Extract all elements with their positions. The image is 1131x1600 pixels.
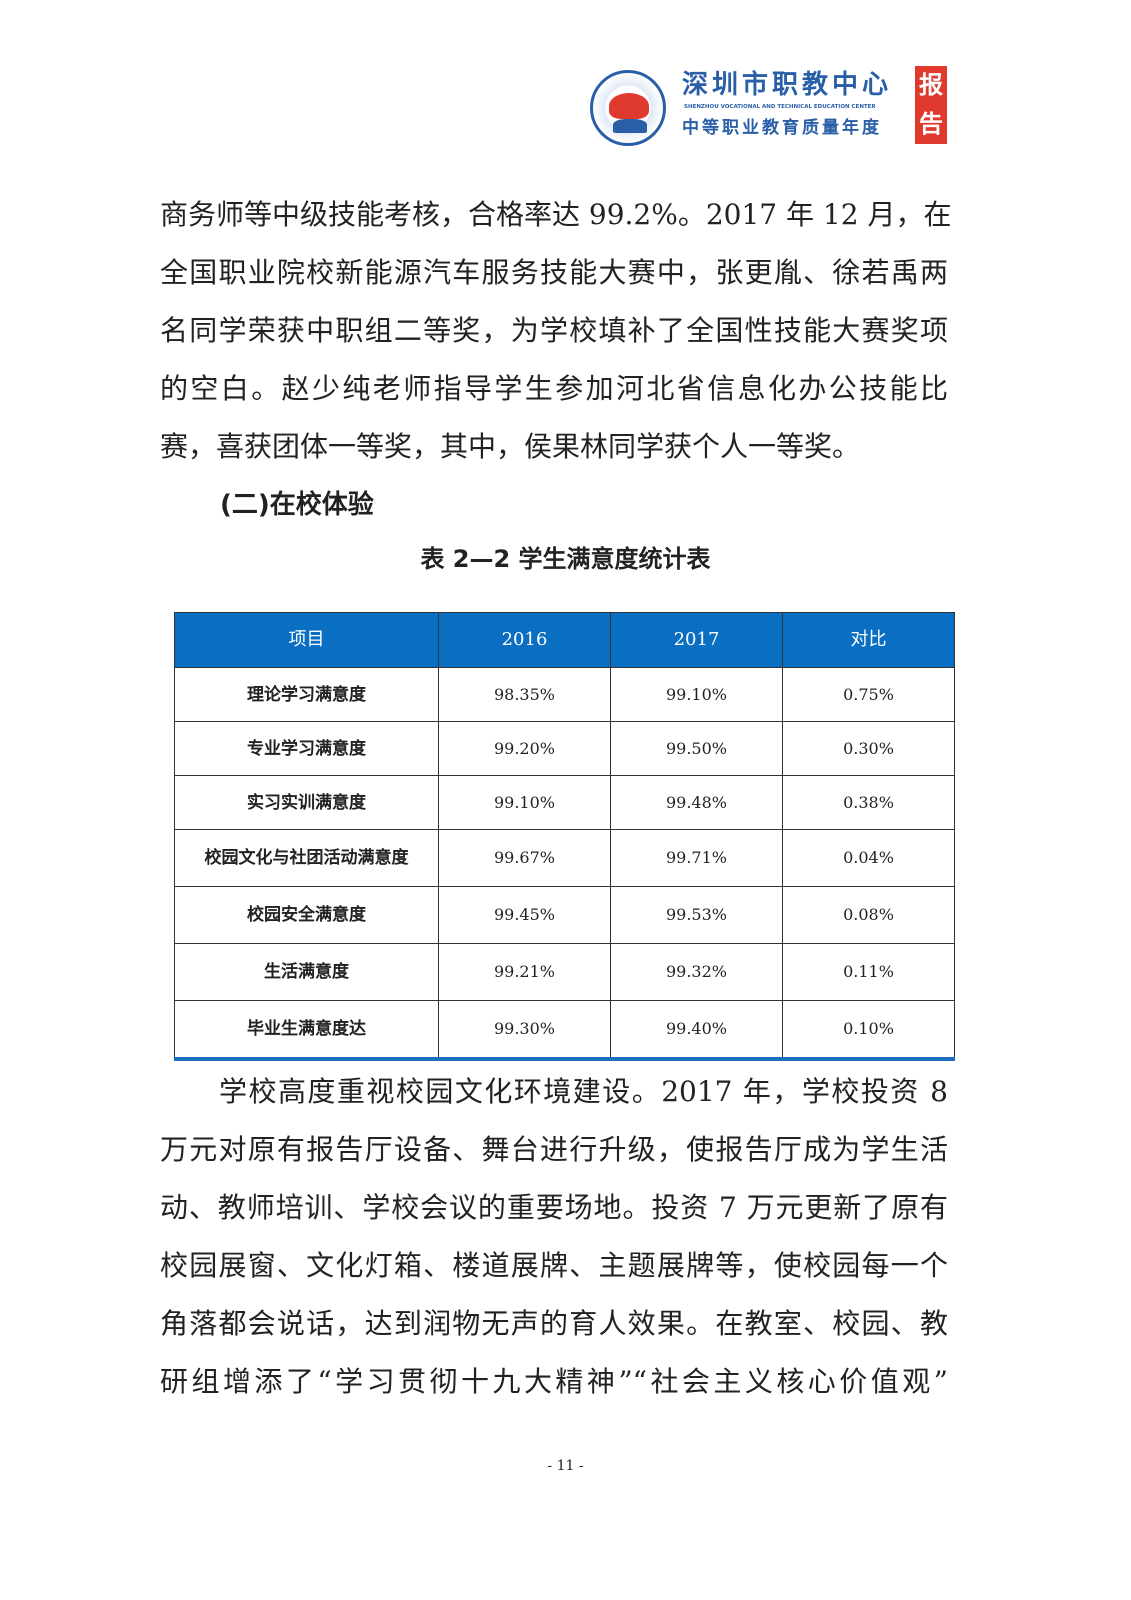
value-cell: 99.48% [610,775,783,830]
table-caption: 表 2—2 学生满意度统计表 [420,545,711,573]
text-line: 万元对原有报告厅设备、舞台进行升级，使报告厅成为学生活 [160,1133,948,1166]
text-line: 全国职业院校新能源汽车服务技能大赛中，张更胤、徐若禹两 [160,256,948,289]
value-cell: 99.67% [438,829,611,887]
column-header: 2016 [438,612,611,668]
table-row: 实习实训满意度 99.10% 99.48% 0.38% [174,775,955,830]
table-row: 生活满意度 99.21% 99.32% 0.11% [174,943,955,1001]
value-cell: 99.40% [610,1000,783,1060]
text-line: 动、教师培训、学校会议的重要场地。投资 7 万元更新了原有 [160,1191,948,1224]
value-cell: 0.10% [782,1000,955,1060]
text-line: 研组增添了“学习贯彻十九大精神”“社会主义核心价值观” [160,1365,948,1398]
section-heading: (二)在校体验 [220,490,374,520]
value-cell: 99.50% [610,721,783,776]
value-cell: 0.08% [782,886,955,944]
text-line: 商务师等中级技能考核，合格率达 99.2%。2017 年 12 月，在 [160,198,952,231]
text-line: 校园展窗、文化灯箱、楼道展牌、主题展牌等，使校园每一个 [160,1249,948,1282]
table-row: 专业学习满意度 99.20% 99.50% 0.30% [174,721,955,776]
value-cell: 0.30% [782,721,955,776]
value-cell: 99.71% [610,829,783,887]
value-cell: 99.30% [438,1000,611,1060]
text-line: 的空白。赵少纯老师指导学生参加河北省信息化办公技能比 [160,372,948,405]
logo-title: 深圳市职教中心 [682,70,893,100]
table-row: 毕业生满意度达 99.30% 99.40% 0.10% [174,1000,955,1060]
value-cell: 99.45% [438,886,611,944]
value-cell: 99.21% [438,943,611,1001]
item-name-cell: 生活满意度 [174,943,439,1001]
value-cell: 0.75% [782,667,955,722]
badge-char: 报 [919,71,943,99]
value-cell: 99.10% [610,667,783,722]
value-cell: 99.53% [610,886,783,944]
table-row: 理论学习满意度 98.35% 99.10% 0.75% [174,667,955,722]
item-name-cell: 理论学习满意度 [174,667,439,722]
report-badge: 报告 [915,66,947,144]
badge-char: 告 [919,110,943,138]
item-name-cell: 校园文化与社团活动满意度 [174,829,439,887]
header-logo: 深圳市职教中心 SHENZHOU VOCATIONAL AND TECHNICA… [590,66,950,148]
column-header: 项目 [174,612,439,668]
item-name-cell: 校园安全满意度 [174,886,439,944]
item-name-cell: 毕业生满意度达 [174,1000,439,1060]
value-cell: 99.32% [610,943,783,1001]
value-cell: 99.20% [438,721,611,776]
item-name-cell: 专业学习满意度 [174,721,439,776]
satisfaction-table: 项目 2016 2017 对比 理论学习满意度 98.35% 99.10% 0.75% 专业学… [174,612,955,1061]
column-header: 2017 [610,612,783,668]
column-header: 对比 [782,612,955,668]
value-cell: 98.35% [438,667,611,722]
report-title: 中等职业教育质量年度 [682,118,882,138]
text-line: 名同学荣获中职组二等奖，为学校填补了全国性技能大赛奖项 [160,314,948,347]
logo-subtitle: SHENZHOU VOCATIONAL AND TECHNICAL EDUCAT… [684,104,876,110]
table-row: 校园安全满意度 99.45% 99.53% 0.08% [174,886,955,944]
value-cell: 0.04% [782,829,955,887]
page-number: - 11 - [547,1458,584,1474]
value-cell: 0.38% [782,775,955,830]
item-name-cell: 实习实训满意度 [174,775,439,830]
table-row: 校园文化与社团活动满意度 99.67% 99.71% 0.04% [174,829,955,887]
value-cell: 99.10% [438,775,611,830]
value-cell: 0.11% [782,943,955,1001]
text-line: 学校高度重视校园文化环境建设。2017 年，学校投资 8 [160,1075,948,1108]
school-seal-icon [590,70,666,146]
text-line: 赛，喜获团体一等奖，其中，侯果林同学获个人一等奖。 [160,430,861,463]
text-line: 角落都会说话，达到润物无声的育人效果。在教室、校园、教 [160,1307,948,1340]
